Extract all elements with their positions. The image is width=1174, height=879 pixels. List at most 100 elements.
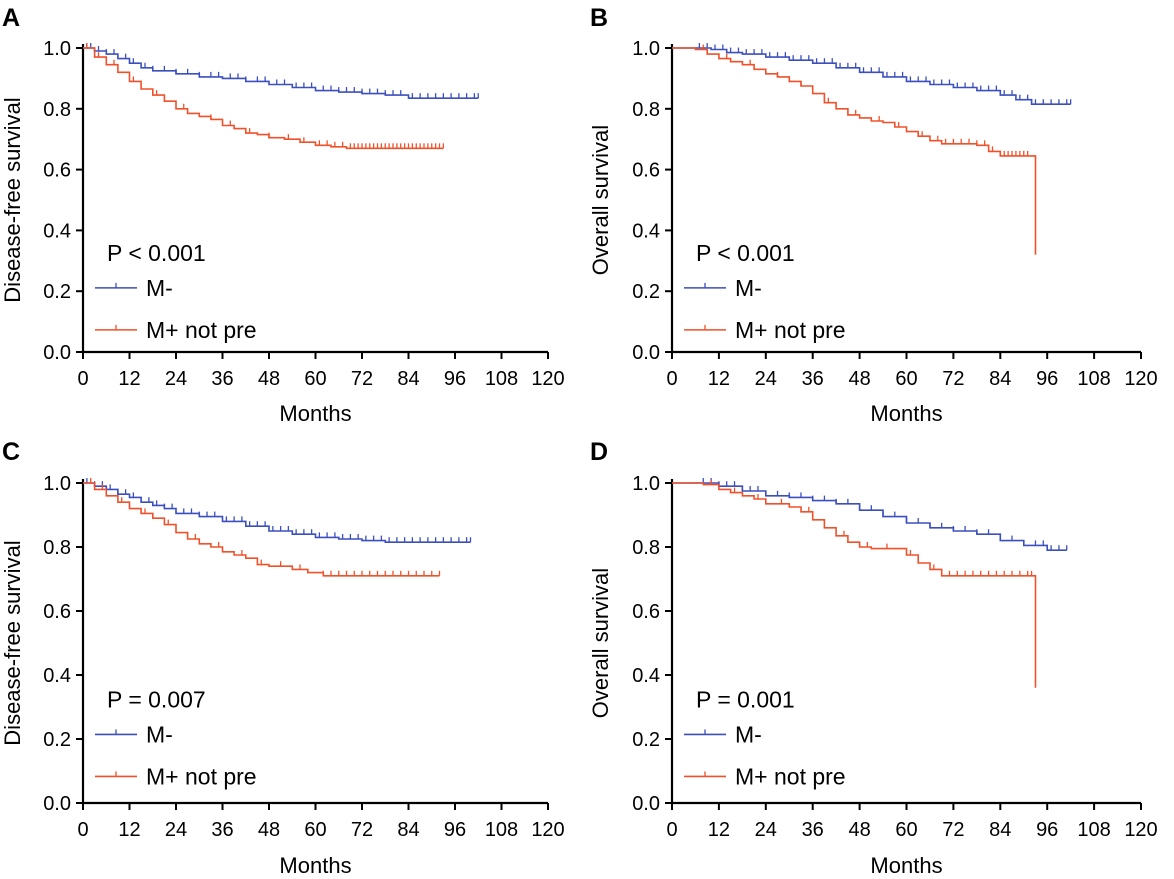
legend-label-m-plus-not-pre: M+ not pre: [146, 763, 257, 789]
y-tick-label: 0.0: [43, 793, 71, 815]
km-curve-m-minus: [83, 47, 479, 99]
y-tick-label: 0.8: [632, 99, 660, 121]
y-tick-label: 0.4: [43, 220, 71, 242]
y-tick-label: 0.2: [43, 729, 71, 751]
x-tick-label: 60: [895, 368, 917, 390]
y-tick-label: 0.8: [43, 99, 71, 121]
x-tick-label: 36: [802, 368, 824, 390]
legend-label-m-plus-not-pre: M+ not pre: [146, 317, 257, 343]
x-tick-label: 108: [485, 819, 518, 841]
y-axis-title: Overall survival: [588, 568, 613, 718]
y-tick-label: 0.6: [43, 160, 71, 182]
y-tick-label: 1.0: [632, 38, 660, 60]
x-tick-label: 96: [444, 819, 466, 841]
y-tick-label: 0.4: [632, 220, 660, 242]
x-tick-label: 120: [1124, 368, 1157, 390]
x-tick-label: 12: [708, 368, 730, 390]
x-tick-label: 84: [397, 368, 419, 390]
km-curve-m-plus-not-pre: [672, 47, 1037, 255]
chart-panel-c: C 0.0 0.2 0.4 0.6 0.8 1.0 0 12 24 36 48 60 72 84 96 108 1…: [0, 438, 565, 878]
x-tick-label: 120: [531, 368, 564, 390]
y-axis-title: Disease-free survival: [0, 97, 25, 302]
y-tick-label: 0.0: [632, 793, 660, 815]
legend-label-m-minus: M-: [735, 275, 762, 301]
x-tick-label: 0: [77, 368, 88, 390]
y-tick-label: 0.2: [43, 281, 71, 303]
y-tick-label: 1.0: [632, 473, 660, 495]
x-tick-label: 48: [258, 819, 280, 841]
x-tick-label: 24: [755, 819, 777, 841]
panel-letter: A: [2, 4, 20, 32]
x-tick-label: 120: [1124, 819, 1157, 841]
x-tick-label: 36: [802, 819, 824, 841]
panel-letter: D: [590, 438, 608, 466]
y-tick-label: 0.4: [632, 665, 660, 687]
x-tick-label: 24: [165, 368, 187, 390]
x-tick-label: 96: [444, 368, 466, 390]
x-tick-label: 96: [1036, 819, 1058, 841]
legend-label-m-minus: M-: [146, 721, 173, 747]
x-tick-label: 36: [211, 368, 233, 390]
y-tick-label: 0.0: [43, 342, 71, 364]
x-tick-label: 0: [77, 819, 88, 841]
chart-panel-b: B 0.0 0.2 0.4 0.6 0.8 1.0 0 12 24 36 48 60 72 84 96 108 1…: [588, 4, 1158, 426]
y-tick-label: 0.6: [632, 601, 660, 623]
chart-panel-d: D 0.0 0.2 0.4 0.6 0.8 1.0 0 12 24 36 48 60 72 84 96 108 1…: [588, 438, 1158, 878]
x-tick-label: 24: [165, 819, 187, 841]
x-tick-label: 96: [1036, 368, 1058, 390]
y-axis-title: Overall survival: [588, 125, 613, 275]
y-axis-title: Disease-free survival: [0, 540, 25, 745]
p-value: P < 0.001: [107, 240, 206, 266]
x-tick-label: 72: [942, 368, 964, 390]
x-tick-label: 84: [989, 368, 1011, 390]
km-curve-m-plus-not-pre: [672, 482, 1037, 688]
x-tick-label: 12: [708, 819, 730, 841]
x-tick-label: 60: [304, 368, 326, 390]
y-tick-label: 0.4: [43, 665, 71, 687]
y-tick-label: 1.0: [43, 38, 71, 60]
x-axis-title: Months: [279, 401, 351, 426]
x-tick-label: 108: [1077, 819, 1110, 841]
x-tick-label: 24: [755, 368, 777, 390]
x-tick-label: 48: [848, 819, 870, 841]
x-axis-title: Months: [870, 401, 942, 426]
x-tick-label: 0: [666, 819, 677, 841]
x-tick-label: 72: [351, 819, 373, 841]
x-tick-label: 84: [989, 819, 1011, 841]
x-tick-label: 108: [485, 368, 518, 390]
p-value: P < 0.001: [696, 240, 795, 266]
y-tick-label: 0.6: [632, 160, 660, 182]
y-tick-label: 0.2: [632, 281, 660, 303]
km-curve-m-minus: [672, 47, 1071, 105]
x-tick-label: 84: [397, 819, 419, 841]
legend-label-m-plus-not-pre: M+ not pre: [735, 317, 846, 343]
chart-panel-a: A 0.0 0.2 0.4 0.6 0.8 1.0 0 12 24 36 48 60 72 84 96 108 1…: [0, 4, 565, 426]
x-axis-title: Months: [279, 853, 351, 878]
x-tick-label: 48: [258, 368, 280, 390]
y-tick-label: 1.0: [43, 473, 71, 495]
x-tick-label: 60: [304, 819, 326, 841]
y-tick-label: 0.0: [632, 342, 660, 364]
x-tick-label: 12: [118, 819, 140, 841]
x-tick-label: 108: [1077, 368, 1110, 390]
x-tick-label: 72: [942, 819, 964, 841]
x-tick-label: 120: [531, 819, 564, 841]
legend-label-m-plus-not-pre: M+ not pre: [735, 763, 846, 789]
x-tick-label: 36: [211, 819, 233, 841]
legend-label-m-minus: M-: [735, 721, 762, 747]
x-tick-label: 0: [666, 368, 677, 390]
x-tick-label: 60: [895, 819, 917, 841]
x-tick-label: 48: [848, 368, 870, 390]
p-value: P = 0.007: [107, 686, 206, 712]
y-tick-label: 0.2: [632, 729, 660, 751]
legend-label-m-minus: M-: [146, 275, 173, 301]
x-tick-label: 12: [118, 368, 140, 390]
panel-letter: C: [2, 438, 20, 466]
y-tick-label: 0.8: [632, 537, 660, 559]
p-value: P = 0.001: [696, 686, 795, 712]
y-tick-label: 0.6: [43, 601, 71, 623]
y-tick-label: 0.8: [43, 537, 71, 559]
panel-letter: B: [590, 4, 608, 32]
x-axis-title: Months: [870, 853, 942, 878]
